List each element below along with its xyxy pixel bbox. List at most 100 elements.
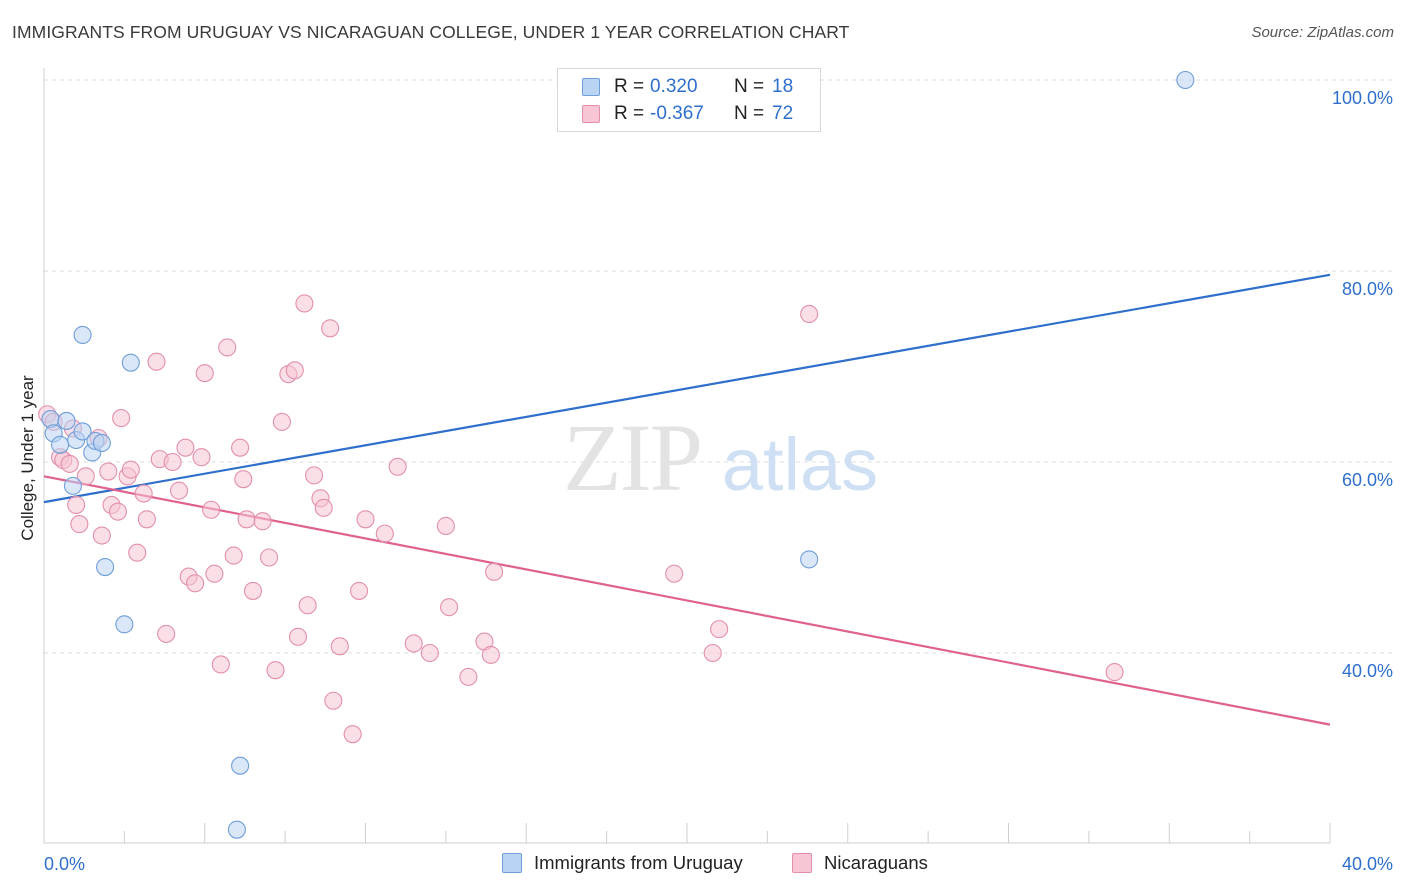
point-nicaragua — [76, 467, 95, 486]
point-nicaragua — [231, 438, 250, 457]
point-nicaragua — [665, 564, 684, 583]
series-legend: Immigrants from Uruguay Nicaraguans — [0, 852, 1406, 878]
x-tick-label: 40.0% — [1342, 854, 1393, 874]
point-uruguay — [51, 435, 70, 454]
point-nicaragua — [285, 361, 304, 380]
axes — [43, 68, 1331, 844]
point-nicaragua — [404, 634, 423, 653]
point-nicaragua — [436, 516, 455, 536]
legend-n-label: N = — [734, 103, 765, 124]
point-nicaragua — [440, 598, 459, 617]
point-nicaragua — [163, 452, 182, 472]
point-nicaragua — [1105, 663, 1124, 682]
y-axis-label: College, Under 1 year — [18, 375, 37, 541]
legend-r-label: R = — [614, 76, 645, 97]
legend-swatch-nicaragua — [582, 105, 600, 123]
point-nicaragua — [195, 364, 214, 383]
point-nicaragua — [288, 627, 308, 646]
point-nicaragua — [169, 481, 189, 500]
point-nicaragua — [356, 510, 375, 529]
y-tick-label: 100.0% — [1332, 88, 1393, 108]
y-tick-label: 40.0% — [1342, 661, 1393, 681]
point-nicaragua — [224, 546, 243, 565]
point-nicaragua — [192, 448, 211, 467]
point-nicaragua — [186, 574, 205, 593]
point-nicaragua — [147, 352, 166, 371]
data-points — [38, 70, 1195, 839]
legend-r-value: 0.320 — [650, 76, 698, 97]
legend-r-value: -0.367 — [650, 103, 704, 124]
legend-swatch-nicaragua — [792, 853, 812, 873]
point-nicaragua — [459, 667, 478, 686]
point-uruguay — [63, 476, 82, 495]
chart-title: IMMIGRANTS FROM URUGUAY VS NICARAGUAN CO… — [12, 22, 850, 42]
point-nicaragua — [343, 725, 362, 744]
point-nicaragua — [157, 624, 176, 643]
legend-r-label: R = — [614, 103, 645, 124]
point-nicaragua — [134, 484, 153, 503]
grid-lines — [44, 79, 1395, 654]
legend-item-nicaragua: Nicaraguans — [792, 852, 928, 874]
trend-line-uruguay — [43, 273, 1331, 504]
point-nicaragua — [205, 564, 224, 583]
point-nicaragua — [211, 655, 230, 674]
point-nicaragua — [481, 645, 500, 664]
point-nicaragua — [330, 637, 349, 656]
legend-swatch-uruguay — [582, 78, 600, 96]
point-nicaragua — [485, 562, 504, 581]
source-label: Source: ZipAtlas.com — [1251, 24, 1394, 41]
point-uruguay — [1176, 70, 1195, 90]
point-nicaragua — [137, 510, 156, 529]
point-nicaragua — [99, 462, 118, 481]
point-uruguay — [57, 411, 76, 430]
legend-label-nicaragua: Nicaraguans — [824, 852, 928, 873]
point-nicaragua — [176, 438, 195, 457]
point-nicaragua — [259, 548, 279, 567]
point-nicaragua — [253, 512, 272, 531]
stats-legend: R = 0.320 N = 18 R = -0.367 N = 72 — [557, 68, 821, 132]
point-nicaragua — [298, 596, 317, 615]
point-nicaragua — [295, 294, 314, 313]
point-nicaragua — [237, 510, 256, 529]
point-nicaragua — [92, 526, 111, 545]
watermark-zip: ZIP — [563, 404, 701, 511]
tick-labels: 40.0% 60.0% 80.0% 100.0% 0.0% 40.0% — [44, 88, 1393, 874]
legend-row-uruguay: R = 0.320 N = 18 — [558, 74, 793, 100]
point-uruguay — [92, 433, 111, 452]
point-uruguay — [121, 353, 140, 372]
legend-item-uruguay: Immigrants from Uruguay — [502, 852, 743, 874]
x-tick-label: 0.0% — [44, 854, 85, 874]
watermark-atlas: atlas — [722, 423, 878, 506]
point-uruguay — [73, 325, 92, 345]
point-uruguay — [231, 756, 250, 775]
point-nicaragua — [324, 691, 343, 710]
point-nicaragua — [243, 581, 263, 600]
point-nicaragua — [305, 466, 324, 485]
point-nicaragua — [272, 412, 291, 431]
y-tick-label: 80.0% — [1342, 279, 1393, 299]
point-nicaragua — [420, 643, 439, 663]
legend-row-nicaragua: R = -0.367 N = 72 — [558, 101, 793, 127]
legend-label-uruguay: Immigrants from Uruguay — [534, 852, 743, 873]
legend-n-value: 18 — [772, 76, 794, 97]
point-uruguay — [115, 615, 134, 634]
point-nicaragua — [108, 502, 127, 521]
legend-n-value: 72 — [772, 103, 794, 124]
point-uruguay — [73, 422, 92, 441]
point-nicaragua — [703, 643, 722, 663]
point-nicaragua — [266, 661, 285, 680]
point-nicaragua — [218, 338, 237, 357]
point-nicaragua — [375, 524, 394, 543]
watermark: ZIP atlas — [563, 404, 878, 511]
legend-n-label: N = — [734, 76, 765, 97]
y-tick-label: 60.0% — [1342, 470, 1393, 490]
point-nicaragua — [350, 581, 369, 600]
point-nicaragua — [112, 409, 131, 428]
point-nicaragua — [800, 304, 819, 324]
trend-line-nicaragua — [43, 475, 1331, 726]
point-uruguay — [800, 550, 819, 569]
legend-swatch-uruguay — [502, 853, 522, 873]
point-nicaragua — [67, 495, 86, 515]
point-nicaragua — [60, 454, 79, 473]
